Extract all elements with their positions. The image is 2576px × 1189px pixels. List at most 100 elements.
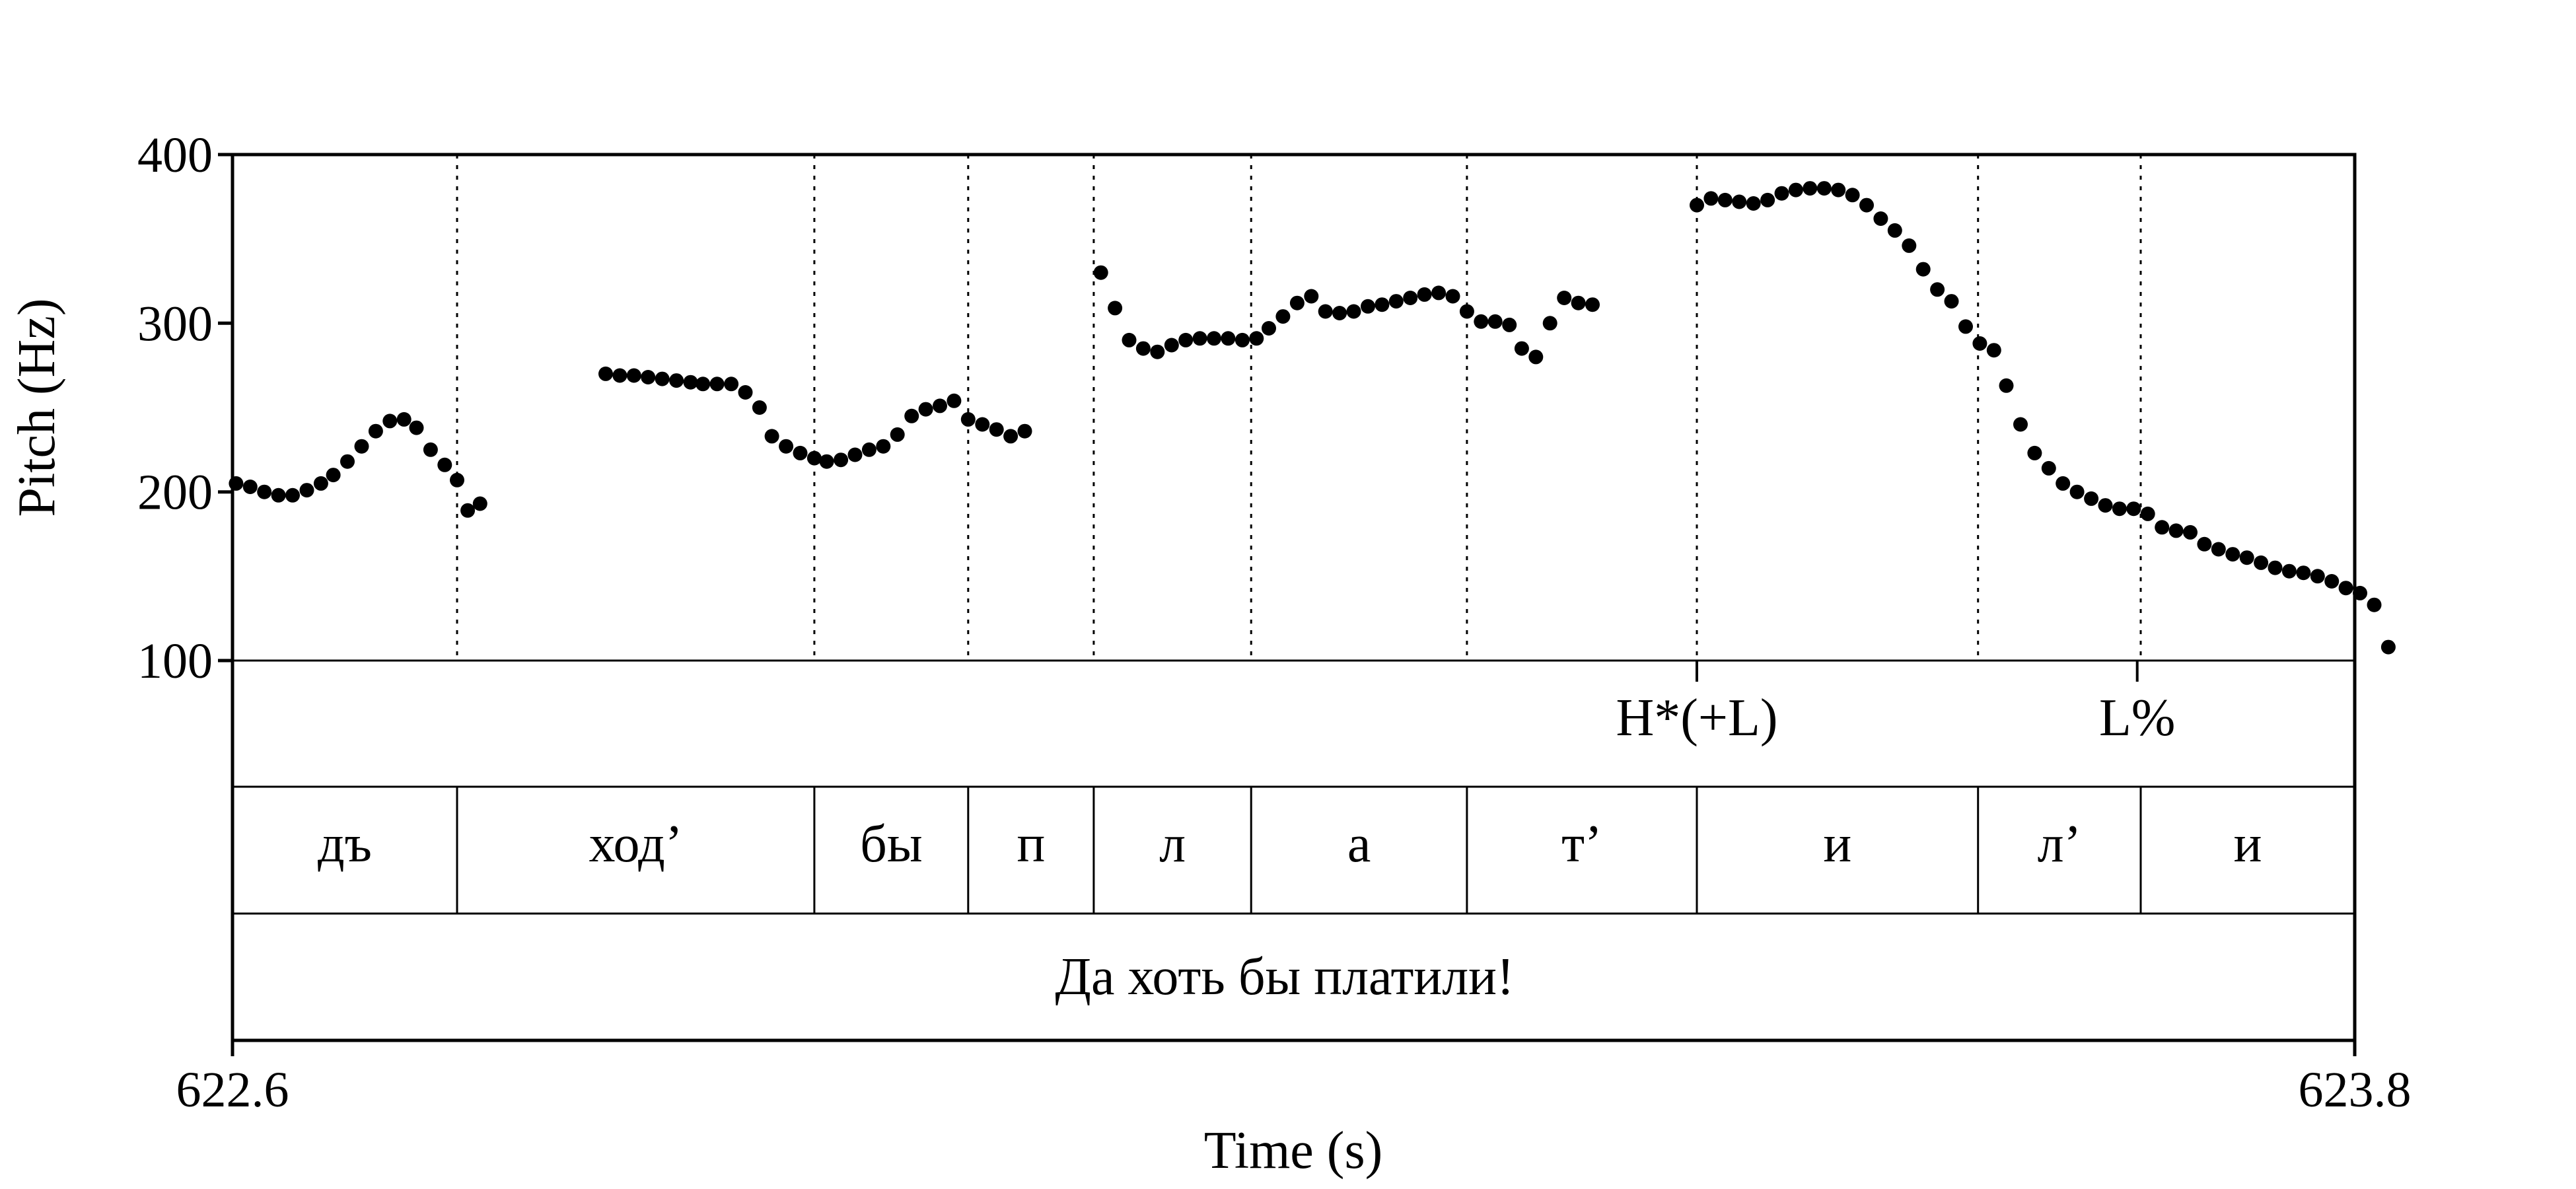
pitch-point	[326, 468, 341, 483]
pitch-point	[1557, 291, 1572, 305]
pitch-point	[2140, 506, 2155, 521]
pitch-point	[1514, 341, 1529, 356]
y-tick-label: 200	[137, 465, 213, 521]
pitch-point	[1207, 331, 1221, 346]
segment-label: и	[2234, 815, 2262, 873]
pitch-point	[1746, 196, 1761, 211]
pitch-point	[1431, 285, 1447, 301]
pitch-point	[1690, 198, 1704, 213]
pitch-point	[396, 412, 411, 427]
pitch-point	[861, 442, 877, 457]
tone-label: H*(+L)	[1616, 689, 1777, 747]
pitch-point	[1774, 186, 1789, 201]
pitch-point	[1275, 309, 1291, 324]
segment-label: ход’	[589, 815, 683, 873]
pitch-point	[1388, 294, 1404, 309]
pitch-point	[2013, 417, 2028, 432]
pitch-point	[975, 417, 990, 432]
pitch-point	[257, 484, 272, 499]
pitch-point	[1361, 299, 1375, 314]
pitch-point	[2197, 536, 2212, 552]
pitch-point	[1732, 194, 1747, 209]
y-tick-label: 300	[137, 296, 213, 351]
pitch-point	[876, 439, 891, 454]
pitch-point	[752, 400, 767, 415]
pitch-point	[1944, 294, 1959, 309]
pitch-point	[1017, 423, 1032, 439]
pitch-point	[904, 408, 919, 423]
pitch-point	[1417, 287, 1432, 302]
pitch-point	[2239, 550, 2254, 565]
pitch-point	[1487, 314, 1503, 329]
pitch-points	[229, 181, 2396, 655]
pitch-point	[1150, 344, 1165, 359]
pitch-point	[354, 439, 369, 454]
pitch-point	[1816, 181, 1832, 196]
segment-label: л	[1159, 815, 1186, 873]
pitch-point	[890, 427, 905, 442]
pitch-point	[2367, 597, 2382, 612]
pitch-point	[1887, 223, 1902, 238]
pitch-point	[1332, 306, 1347, 320]
pitch-point	[437, 457, 452, 472]
pitch-point	[1234, 332, 1250, 347]
pitch-point	[655, 371, 670, 386]
pitch-point	[1164, 338, 1179, 353]
axes: Pitch (Hz) Time (s) 100 200 300 400 622.6 623…	[8, 127, 2412, 1180]
pitch-point	[2126, 501, 2141, 517]
pitch-point	[340, 454, 355, 469]
pitch-point	[285, 487, 300, 503]
pitch-point	[242, 480, 258, 494]
pitch-point	[2168, 523, 2184, 538]
pitch-point	[709, 377, 725, 392]
pitch-point	[2112, 501, 2127, 517]
pitch-point	[598, 366, 613, 381]
pitch-point	[1585, 297, 1600, 312]
x-tick-label: 622.6	[176, 1062, 289, 1118]
pitch-point	[1122, 332, 1137, 347]
pitch-point	[1304, 289, 1319, 304]
pitch-point	[1703, 191, 1719, 206]
pitch-point	[960, 412, 976, 427]
pitch-point	[1135, 341, 1151, 356]
pitch-point	[450, 472, 464, 487]
pitch-point	[1346, 304, 1361, 319]
pitch-point	[1318, 304, 1333, 319]
pitch-point	[1760, 192, 1775, 207]
pitch-point	[1445, 289, 1460, 304]
pitch-point	[2281, 563, 2297, 579]
pitch-point	[299, 483, 314, 498]
pitch-point	[460, 503, 476, 518]
pitch-point	[1803, 181, 1818, 196]
pitch-point	[696, 377, 711, 392]
x-axis-title: Time (s)	[1204, 1122, 1382, 1180]
pitch-point	[1859, 198, 1874, 213]
pitch-point	[1873, 211, 1888, 226]
pitch-point	[1972, 336, 1987, 351]
pitch-point	[2098, 498, 2113, 513]
pitch-point	[1003, 429, 1019, 444]
pitch-point	[834, 452, 849, 468]
pitch-point	[2084, 491, 2099, 506]
pitch-point	[1192, 331, 1207, 346]
pitch-point	[793, 445, 808, 460]
pitch-point	[1958, 319, 1973, 334]
pitch-point	[1528, 349, 1544, 365]
plot-frame	[231, 153, 2357, 1042]
pitch-point	[806, 450, 822, 466]
pitch-point	[2225, 547, 2240, 562]
pitch-point	[2310, 569, 2325, 584]
annotation-tiers: Да хоть бы платили! H*(+L) L% дъ ход’ бы п л а т…	[233, 659, 2355, 1006]
pitch-point	[271, 487, 286, 503]
pitch-point	[1262, 321, 1276, 336]
pitch-point	[1999, 378, 2014, 393]
pitch-point	[669, 373, 684, 388]
pitch-point	[933, 398, 947, 414]
pitch-point	[683, 375, 698, 390]
pitch-point	[724, 377, 739, 392]
pitch-point	[1459, 304, 1474, 319]
segment-label: п	[1017, 815, 1045, 873]
pitch-point	[423, 442, 438, 457]
pitch-point	[1717, 192, 1733, 207]
